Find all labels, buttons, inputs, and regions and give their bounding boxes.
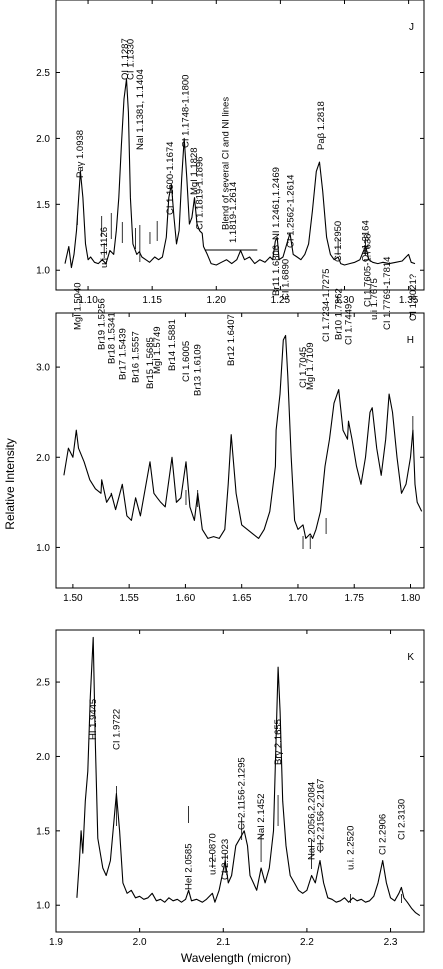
x-tick-label: 2.1: [216, 937, 230, 948]
line-annotation: u.i 1.1126: [99, 227, 110, 268]
line-annotation: u.i. 2.2520: [345, 826, 356, 870]
line-annotation: MgI 1.1828: [189, 147, 200, 195]
x-tick-label: 1.30: [335, 295, 355, 306]
x-tick-label: 2.2: [300, 937, 314, 948]
line-annotation: CI 1.6890: [281, 259, 292, 300]
y-tick-label: 1.0: [36, 266, 50, 277]
line-annotation: 1.1819-1.2614: [228, 182, 239, 243]
line-annotation: Br19 1.5256: [97, 298, 108, 350]
line-annotation: NaI 2.1452: [256, 794, 267, 840]
line-annotation: HeI 2.0585: [184, 844, 195, 890]
line-annotation: CI 1.7769-1.7814: [382, 257, 393, 330]
panel-letter-H: H: [407, 335, 414, 346]
line-annotation: CI 2.2906: [378, 814, 389, 855]
line-annotation: OI 1.8021?: [408, 274, 419, 321]
panel-letter-K: K: [407, 652, 414, 663]
x-tick-label: 1.60: [176, 593, 196, 604]
y-tick-label: 2.0: [36, 752, 50, 763]
line-annotation: MgI 1.5040: [72, 282, 83, 330]
y-tick-label: 1.0: [36, 543, 50, 554]
line-annotation: OI 1.1287: [120, 38, 131, 80]
line-annotation: Br17 1.5439: [117, 328, 128, 380]
line-annotation: Paβ 1.2818: [316, 101, 327, 150]
panel-K: 1.9 2.0 2.1 2.2 2.3 1.0 1.5 2.0 2.5 K HI 1.9445 CI …: [36, 629, 425, 948]
y-tick-label: 2.5: [36, 678, 50, 689]
line-annotation: CI 1.7045: [298, 347, 309, 388]
y-tick-label: 2.0: [36, 134, 50, 145]
line-annotation: MgI 1.7109: [305, 342, 316, 390]
line-annotation: CI 1.9722: [111, 709, 122, 750]
line-annotation: CI 1.6005: [181, 341, 192, 382]
line-annotation: NaI 2.2056,2.2084: [307, 782, 318, 860]
line-annotation: CI 1.2950: [333, 221, 344, 262]
panel-H: 1.50 1.55 1.60 1.65 1.70 1.75 1.80 1.0 2.0 3.0 H Mg…: [36, 213, 425, 604]
line-annotation: CI 2.3130: [396, 799, 407, 840]
panel-letter-J: J: [409, 22, 414, 33]
spectrum-line-K: [76, 636, 421, 917]
x-tick-label: 2.0: [133, 937, 147, 948]
line-annotation: Br10 1.7362: [334, 288, 345, 340]
panel-frame-H: [55, 312, 425, 589]
panel-frame-K: [55, 629, 425, 933]
line-annotation: NaI 1.1381, 1.1404: [135, 69, 146, 150]
y-tick-label: 2.0: [36, 453, 50, 464]
line-annotation: Paγ 1.0938: [75, 130, 86, 178]
line-annotation: Br12 1.6407: [226, 314, 237, 366]
line-annotation: OI 1.3164: [361, 220, 372, 262]
line-annotation: Br18 1.5341: [106, 312, 117, 364]
line-annotation: CI 2.1023: [220, 839, 231, 880]
line-annotation: Br13 1.6109: [193, 344, 204, 396]
line-annotation: NI 1.2461,1.2469: [271, 167, 282, 240]
line-annotation: MgI 1.5749: [152, 326, 163, 374]
x-tick-label: 1.20: [207, 295, 227, 306]
line-annotation: u.i 1.7675: [369, 278, 380, 320]
line-annotation: CI 1.1748-1.1800: [181, 75, 192, 148]
spectrum-line-J: [64, 78, 416, 269]
y-tick-label: 1.0: [36, 901, 50, 912]
x-tick-label: 1.70: [288, 593, 308, 604]
line-annotation: CI 1.1600-1.1674: [165, 142, 176, 215]
line-annotation: CI 2.2156-2.2167: [315, 779, 326, 852]
x-tick-label: 1.65: [232, 593, 252, 604]
line-annotation: u.i 2.0870: [207, 833, 218, 875]
x-tick-label: 1.55: [119, 593, 139, 604]
line-annotation: CI 1.7605-1.7638: [363, 234, 374, 307]
line-annotation: CI 1.1819-1.1896: [195, 157, 206, 230]
x-tick-label: 1.15: [142, 295, 162, 306]
x-axis-title: Wavelength (micron): [181, 951, 291, 965]
line-annotation: CI 2.1156-2.1295: [237, 757, 248, 830]
line-annotation: Br14 1.5881: [167, 319, 178, 371]
y-tick-label: 3.0: [36, 363, 50, 374]
x-tick-label: 1.25: [271, 295, 291, 306]
x-tick-label: 1.80: [401, 593, 421, 604]
line-annotation: Br11 1.6806: [271, 245, 282, 296]
panel-J: 1.10 1.15 1.20 1.25 1.30 1.35 1.0 1.5 2.0 2.5 J Paγ…: [36, 0, 425, 306]
line-annotation: Brγ 2.1655: [273, 719, 284, 765]
line-annotation: Blend of several CI and NI lines: [220, 97, 231, 230]
x-tick-label: 1.50: [63, 593, 83, 604]
line-annotation: CI 1.1330: [125, 39, 136, 80]
x-tick-label: 1.75: [344, 593, 364, 604]
y-tick-label: 2.5: [36, 68, 50, 79]
y-tick-label: 1.5: [36, 826, 50, 837]
panel-frame-J: [55, 0, 425, 291]
line-annotation: CI 1.2562-1.2614: [286, 175, 297, 248]
line-annotation: Br15 1.5685: [145, 337, 156, 389]
y-axis-title: Relative Intensity: [3, 438, 17, 529]
y-tick-label: 1.5: [36, 200, 50, 211]
x-tick-label: 1.9: [49, 937, 63, 948]
x-tick-label: 2.3: [384, 937, 398, 948]
x-tick-label: 1.10: [78, 295, 98, 306]
line-annotation: HI 1.9445: [88, 699, 99, 740]
line-annotation: CI 1.7234-1.7275: [321, 269, 332, 342]
spectrum-line-H: [63, 334, 423, 539]
x-tick-label: 1.35: [399, 295, 419, 306]
line-annotation: Br16 1.5557: [131, 331, 142, 383]
line-annotation: CI 1.7449: [344, 304, 355, 345]
